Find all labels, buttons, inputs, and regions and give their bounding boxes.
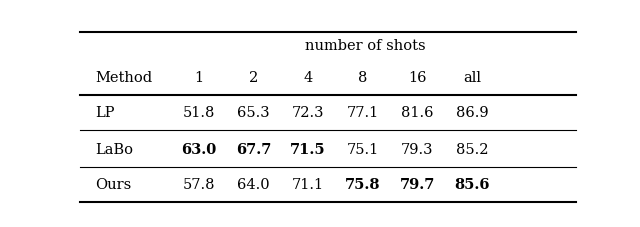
- Text: LP: LP: [95, 106, 115, 120]
- Text: 72.3: 72.3: [292, 106, 324, 120]
- Text: Ours: Ours: [95, 178, 131, 192]
- Text: 77.1: 77.1: [347, 106, 379, 120]
- Text: 67.7: 67.7: [236, 143, 271, 157]
- Text: 8: 8: [358, 71, 367, 85]
- Text: Method: Method: [95, 71, 152, 85]
- Text: 4: 4: [303, 71, 313, 85]
- Text: number of shots: number of shots: [305, 39, 426, 54]
- Text: 85.2: 85.2: [456, 143, 488, 157]
- Text: 1: 1: [195, 71, 204, 85]
- Text: 85.6: 85.6: [454, 178, 490, 192]
- Text: 2: 2: [249, 71, 258, 85]
- Text: 75.1: 75.1: [347, 143, 379, 157]
- Text: 86.9: 86.9: [456, 106, 488, 120]
- Text: 71.5: 71.5: [291, 143, 326, 157]
- Text: 51.8: 51.8: [183, 106, 215, 120]
- Text: 16: 16: [408, 71, 426, 85]
- Text: 57.8: 57.8: [183, 178, 215, 192]
- Text: 63.0: 63.0: [181, 143, 217, 157]
- Text: LaBo: LaBo: [95, 143, 133, 157]
- Text: 79.3: 79.3: [401, 143, 433, 157]
- Text: 79.7: 79.7: [399, 178, 435, 192]
- Text: 71.1: 71.1: [292, 178, 324, 192]
- Text: 81.6: 81.6: [401, 106, 433, 120]
- Text: all: all: [463, 71, 481, 85]
- Text: 75.8: 75.8: [345, 178, 380, 192]
- Text: 64.0: 64.0: [237, 178, 270, 192]
- Text: 65.3: 65.3: [237, 106, 270, 120]
